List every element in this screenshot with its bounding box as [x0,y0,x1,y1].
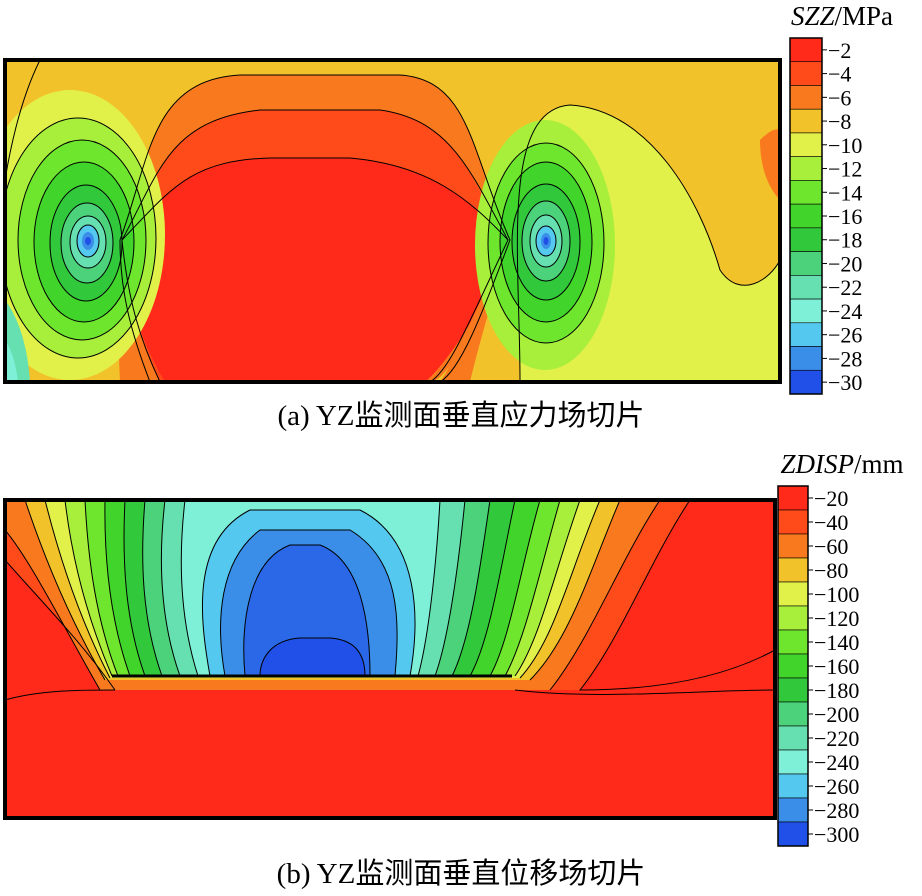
colorbar-swatch [777,821,809,847]
colorbar-swatch [777,701,809,727]
colorbar-label: −80 [814,558,848,583]
colorbar-a-swatches [789,37,823,395]
colorbar-swatch [777,581,809,607]
colorbar-label: −280 [814,798,859,823]
colorbar-label: −18 [828,228,862,253]
colorbar-swatch [777,725,809,751]
colorbar-swatch [777,797,809,823]
colorbar-swatch [777,557,809,583]
colorbar-swatch [789,108,823,134]
colorbar-swatch [789,85,823,110]
panel-b-frame [3,498,777,820]
colorbar-label: −28 [828,346,862,371]
colorbar-label: −6 [828,85,851,110]
colorbar-label: −8 [828,109,851,134]
colorbar-swatch [789,275,823,300]
colorbar-label: −60 [814,534,848,559]
colorbar-swatch [789,61,823,86]
colorbar-swatch [789,156,823,181]
right-concentration [475,105,780,382]
colorbar-swatch [777,749,809,775]
colorbar-label: −24 [828,299,862,324]
colorbar-label: −160 [814,654,859,679]
colorbar-label: −200 [814,702,859,727]
colorbar-swatch [777,509,809,535]
colorbar-label: −12 [828,157,862,182]
colorbar-a-title: SZZ/MPa [791,1,893,31]
colorbar-label: −20 [814,486,848,511]
colorbar-swatch [777,677,809,703]
colorbar-swatch [789,369,823,395]
panel-a-frame [3,58,782,384]
colorbar-swatch [789,180,823,205]
colorbar-label: −4 [828,62,851,87]
colorbar-swatch [777,485,809,511]
colorbar-label: −10 [828,133,862,158]
colorbar-label: −40 [814,510,848,535]
colorbar-swatch [789,227,823,252]
colorbar-swatch [777,605,809,631]
colorbar-label: −100 [814,582,859,607]
colorbar-b: −20−40−60−80−100−120−140−160−180−200−220… [777,449,904,847]
colorbar-label: −22 [828,275,862,300]
colorbar-a-labels: −2−4−6−8−10−12−14−16−18−20−22−24−26−28−3… [822,38,862,395]
stress-contour-lines [5,60,780,382]
colorbar-swatch [789,37,823,63]
colorbar-label: −20 [828,251,862,276]
colorbar-label: −26 [828,323,862,348]
colorbar-label: −240 [814,750,859,775]
panel-a-stress-contour: −2−4−6−8−10−12−14−16−18−20−22−24−26−28−3… [3,1,893,432]
colorbar-swatch [789,322,823,347]
displacement-contour-field [5,500,775,818]
colorbar-label: −14 [828,180,862,205]
colorbar-b-swatches [777,485,809,847]
colorbar-b-labels: −20−40−60−80−100−120−140−160−180−200−220… [808,486,859,847]
colorbar-label: −30 [828,370,862,395]
colorbar-swatch [789,251,823,276]
colorbar-label: −16 [828,204,862,229]
colorbar-label: −180 [814,678,859,703]
colorbar-label: −2 [828,38,851,63]
colorbar-label: −140 [814,630,859,655]
caption-a: (a) YZ监测面垂直应力场切片 [277,399,644,432]
colorbar-label: −300 [814,822,859,847]
colorbar-a: −2−4−6−8−10−12−14−16−18−20−22−24−26−28−3… [789,1,893,395]
displacement-contour-lines [5,500,775,701]
stress-contour-field [5,60,780,382]
colorbar-b-title: ZDISP/mm [780,449,903,479]
colorbar-label: −120 [814,606,859,631]
colorbar-swatch [789,346,823,371]
colorbar-label: −260 [814,774,859,799]
caption-b: (b) YZ监测面垂直位移场切片 [277,857,646,890]
colorbar-swatch [777,653,809,679]
colorbar-label: −220 [814,726,859,751]
colorbar-swatch [789,132,823,157]
colorbar-swatch [789,298,823,324]
colorbar-swatch [777,773,809,799]
colorbar-swatch [789,203,823,229]
panel-b-displacement-contour: −20−40−60−80−100−120−140−160−180−200−220… [3,449,904,890]
colorbar-swatch [777,533,809,559]
colorbar-swatch [777,629,809,655]
